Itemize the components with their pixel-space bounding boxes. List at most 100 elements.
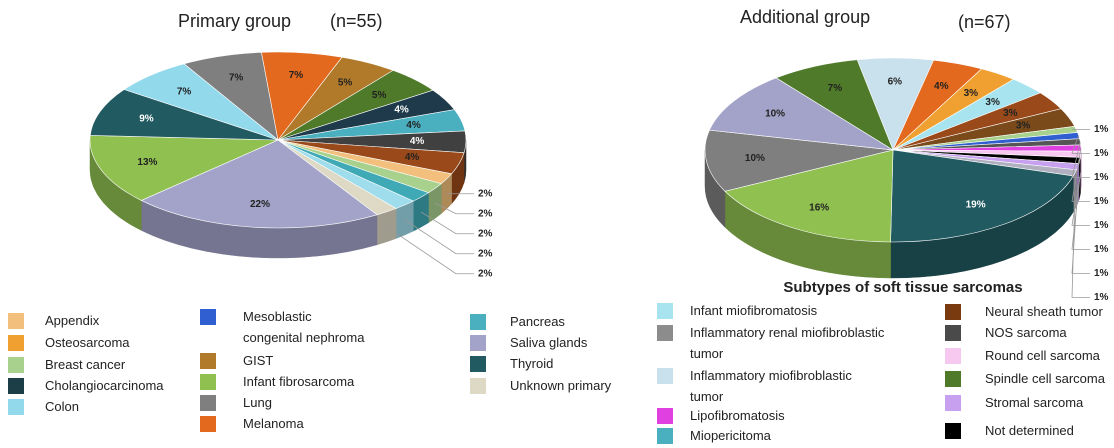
legend-label: Round cell sarcoma [985,348,1101,363]
chart-title: Additional group [740,7,870,27]
data-label: 10% [765,109,785,120]
data-label: 9% [139,113,154,124]
legend-swatch [8,378,24,394]
legend-swatch [945,325,961,341]
data-label: 2% [478,248,493,259]
data-label: 1% [1094,220,1109,231]
legend-label: Saliva glands [510,335,588,350]
legend-swatch [200,416,216,432]
data-label: 1% [1094,268,1109,279]
legend-swatch [945,348,961,364]
legend-label: Infant miofibromatosis [690,303,818,318]
legend-label: Breast cancer [45,357,126,372]
leader-line [435,202,474,215]
data-label: 7% [828,83,843,94]
legend-swatch [657,325,673,341]
legend-label: Osteosarcoma [45,335,130,350]
legend-label: Mesoblastic congenital nephroma [243,309,365,345]
legend-label: Appendix [45,313,100,328]
legend-swatch [8,313,24,329]
legend-swatch [8,357,24,373]
legend-label: Unknown primary [510,378,612,393]
data-label: 2% [478,268,493,279]
data-label: 4% [394,105,409,116]
legend-label: Lung [243,395,272,410]
slice [775,59,894,151]
leader-line [404,219,474,255]
data-label: 3% [1003,108,1018,119]
data-label: 13% [137,157,157,168]
legend-swatch [200,353,216,369]
data-label: 7% [177,87,192,98]
data-label: 10% [745,153,765,164]
legend-label: Melanoma [243,416,304,431]
n-label: (n=55) [330,11,383,31]
data-label: 16% [809,202,829,213]
data-label: 2% [478,208,493,219]
legend-swatch [8,399,24,415]
legend-label: Colon [45,399,79,414]
legend-label: NOS sarcoma [985,325,1067,340]
data-label: 4% [410,136,425,147]
data-label: 1% [1094,292,1109,303]
legend-label: Stromal sarcoma [985,395,1084,410]
legend-swatch [470,356,486,372]
legend-swatch [470,335,486,351]
leader-line [1071,190,1090,298]
legend-label: Pancreas [510,314,565,329]
data-label: 4% [405,152,420,163]
legend-swatch [657,368,673,384]
slice [89,89,279,141]
leader-line [1071,135,1090,154]
data-label: 1% [1094,172,1109,183]
legend-swatch [470,314,486,330]
data-label: 5% [372,90,387,101]
data-label: 3% [964,88,979,99]
leader-line [386,226,474,275]
legend-swatch [657,303,673,319]
legend-label: Thyroid [510,356,553,371]
legend-swatch [945,371,961,387]
data-label: 3% [985,97,1000,108]
data-label: 1% [1094,148,1109,159]
legend-swatch [200,374,216,390]
data-label: 5% [338,78,353,89]
legend-label: Spindle cell sarcoma [985,371,1106,386]
legend-label: GIST [243,353,273,368]
data-label: 6% [888,77,903,88]
legend-swatch [657,428,673,444]
leader-line [1071,141,1090,178]
data-label: 2% [478,188,493,199]
slice [123,63,279,141]
data-label: 19% [966,199,986,210]
legend-swatch [200,309,216,325]
legend-label: Cholangiocarcinoma [45,378,164,393]
leader-line [1071,184,1090,274]
data-label: 4% [406,120,421,131]
data-label: 1% [1094,124,1109,135]
legend-title: Subtypes of soft tissue sarcomas [783,279,1022,296]
legend-label: Miopericitoma [690,428,772,443]
data-label: 2% [478,228,493,239]
legend-swatch [945,395,961,411]
legend-swatch [200,395,216,411]
slice [140,139,378,229]
legend-swatch [945,423,961,439]
legend-label: Infant fibrosarcoma [243,374,355,389]
legend-swatch [945,304,961,320]
leader-line [420,211,474,235]
data-label: 4% [934,81,949,92]
leader-line [1071,147,1090,202]
legend-swatch [470,378,486,394]
legend-label: Not determined [985,423,1074,438]
data-label: 7% [289,70,304,81]
legend-swatch [657,408,673,424]
data-label: 3% [1016,120,1031,131]
legend-label: Neural sheath tumor [985,304,1103,319]
legend-label: Inflammatory miofibroblastic tumor [690,368,852,404]
data-label: 22% [250,199,270,210]
legend-label: Lipofibromatosis [690,408,785,423]
leader-line [1071,178,1090,250]
legend-label: Inflammatory renal miofibroblastic tumor [690,325,885,361]
